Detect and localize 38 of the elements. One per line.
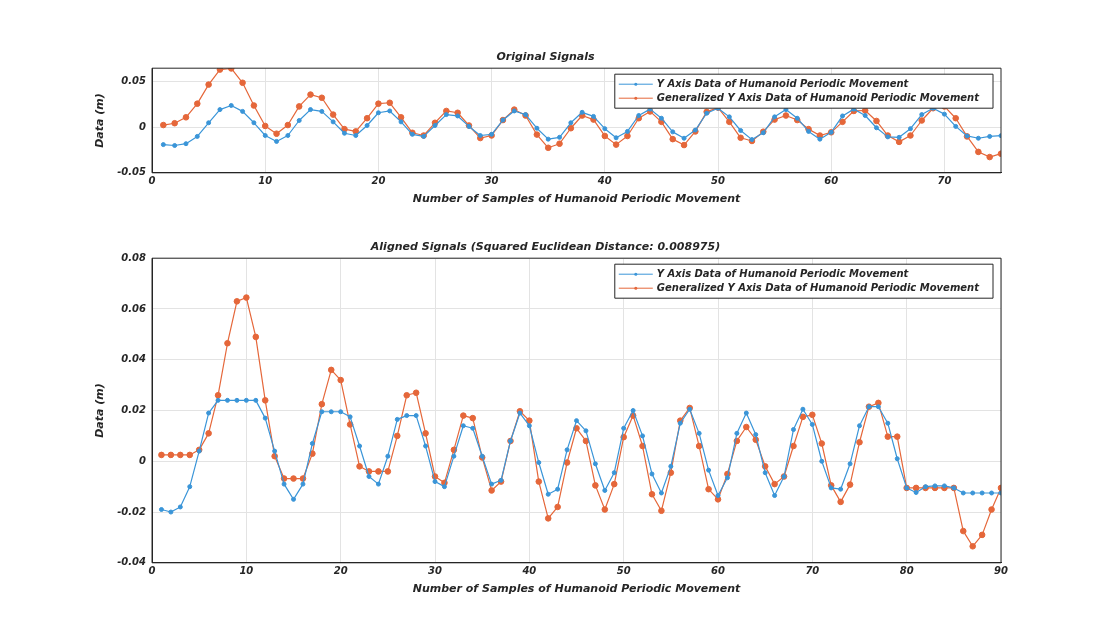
x-tick-label: 40 [596,175,612,187]
x-tick-label: 60 [711,565,725,577]
x-tick-label: 50 [711,175,725,187]
x-tick-label: 0 [148,175,156,187]
y-tick-label: 0.04 [121,353,147,365]
y-tick-label: 0.02 [121,404,147,416]
x-axis-title: Number of Samples of Humanoid Periodic Movement [412,582,742,596]
x-tick-label: 40 [521,565,537,577]
y-axis-title: Data (m) [93,93,107,148]
y-axis-title: Data (m) [93,383,107,438]
x-tick-label: 30 [428,565,443,577]
y-tick-label: -0.04 [117,556,147,568]
x-tick-label: 80 [899,565,914,577]
legend-label: Generalized Y Axis Data of Humanoid Periodic Movement [656,281,981,293]
chart-title: Original Signals [496,50,596,64]
y-tick-label: -0.05 [117,166,147,178]
y-tick-label: 0.08 [121,251,147,263]
y-tick-label: 0 [139,120,147,132]
x-tick-label: 50 [616,565,631,577]
x-tick-label: 10 [258,175,273,187]
x-tick-label: 0 [148,565,156,577]
x-tick-label: 60 [824,175,839,187]
x-tick-label: 90 [994,565,1008,577]
x-axis-title: Number of Samples of Humanoid Periodic Movement [412,192,742,206]
y-tick-label: 0.05 [121,75,147,87]
x-tick-label: 70 [805,565,820,577]
legend-label: Y Axis Data of Humanoid Periodic Movement [656,77,910,89]
legend-label: Y Axis Data of Humanoid Periodic Movement [656,267,910,279]
y-tick-label: 0.06 [121,302,147,314]
y-tick-label: 0 [139,454,147,466]
legend-label: Generalized Y Axis Data of Humanoid Periodic Movement [656,91,981,103]
x-tick-label: 30 [484,175,499,187]
x-tick-label: 20 [333,565,348,577]
chart-title: Aligned Signals (Squared Euclidean Distance: 0.008975) [369,240,721,254]
x-tick-label: 70 [937,175,952,187]
x-tick-label: 10 [239,565,254,577]
x-tick-label: 20 [371,175,386,187]
y-tick-label: -0.02 [117,505,147,517]
